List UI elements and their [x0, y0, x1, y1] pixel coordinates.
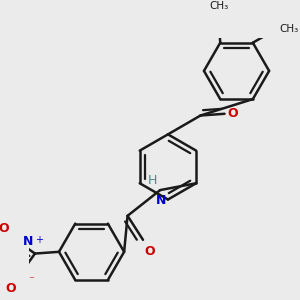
Text: N: N: [156, 194, 166, 206]
Text: N: N: [23, 236, 33, 248]
Text: H: H: [147, 174, 157, 187]
Text: CH₃: CH₃: [279, 24, 299, 34]
Text: CH₃: CH₃: [209, 1, 228, 11]
Text: ⁻: ⁻: [28, 275, 34, 285]
Text: O: O: [145, 245, 155, 258]
Text: +: +: [35, 235, 43, 245]
Text: O: O: [227, 107, 238, 120]
Text: O: O: [0, 222, 9, 235]
Text: O: O: [5, 282, 16, 295]
